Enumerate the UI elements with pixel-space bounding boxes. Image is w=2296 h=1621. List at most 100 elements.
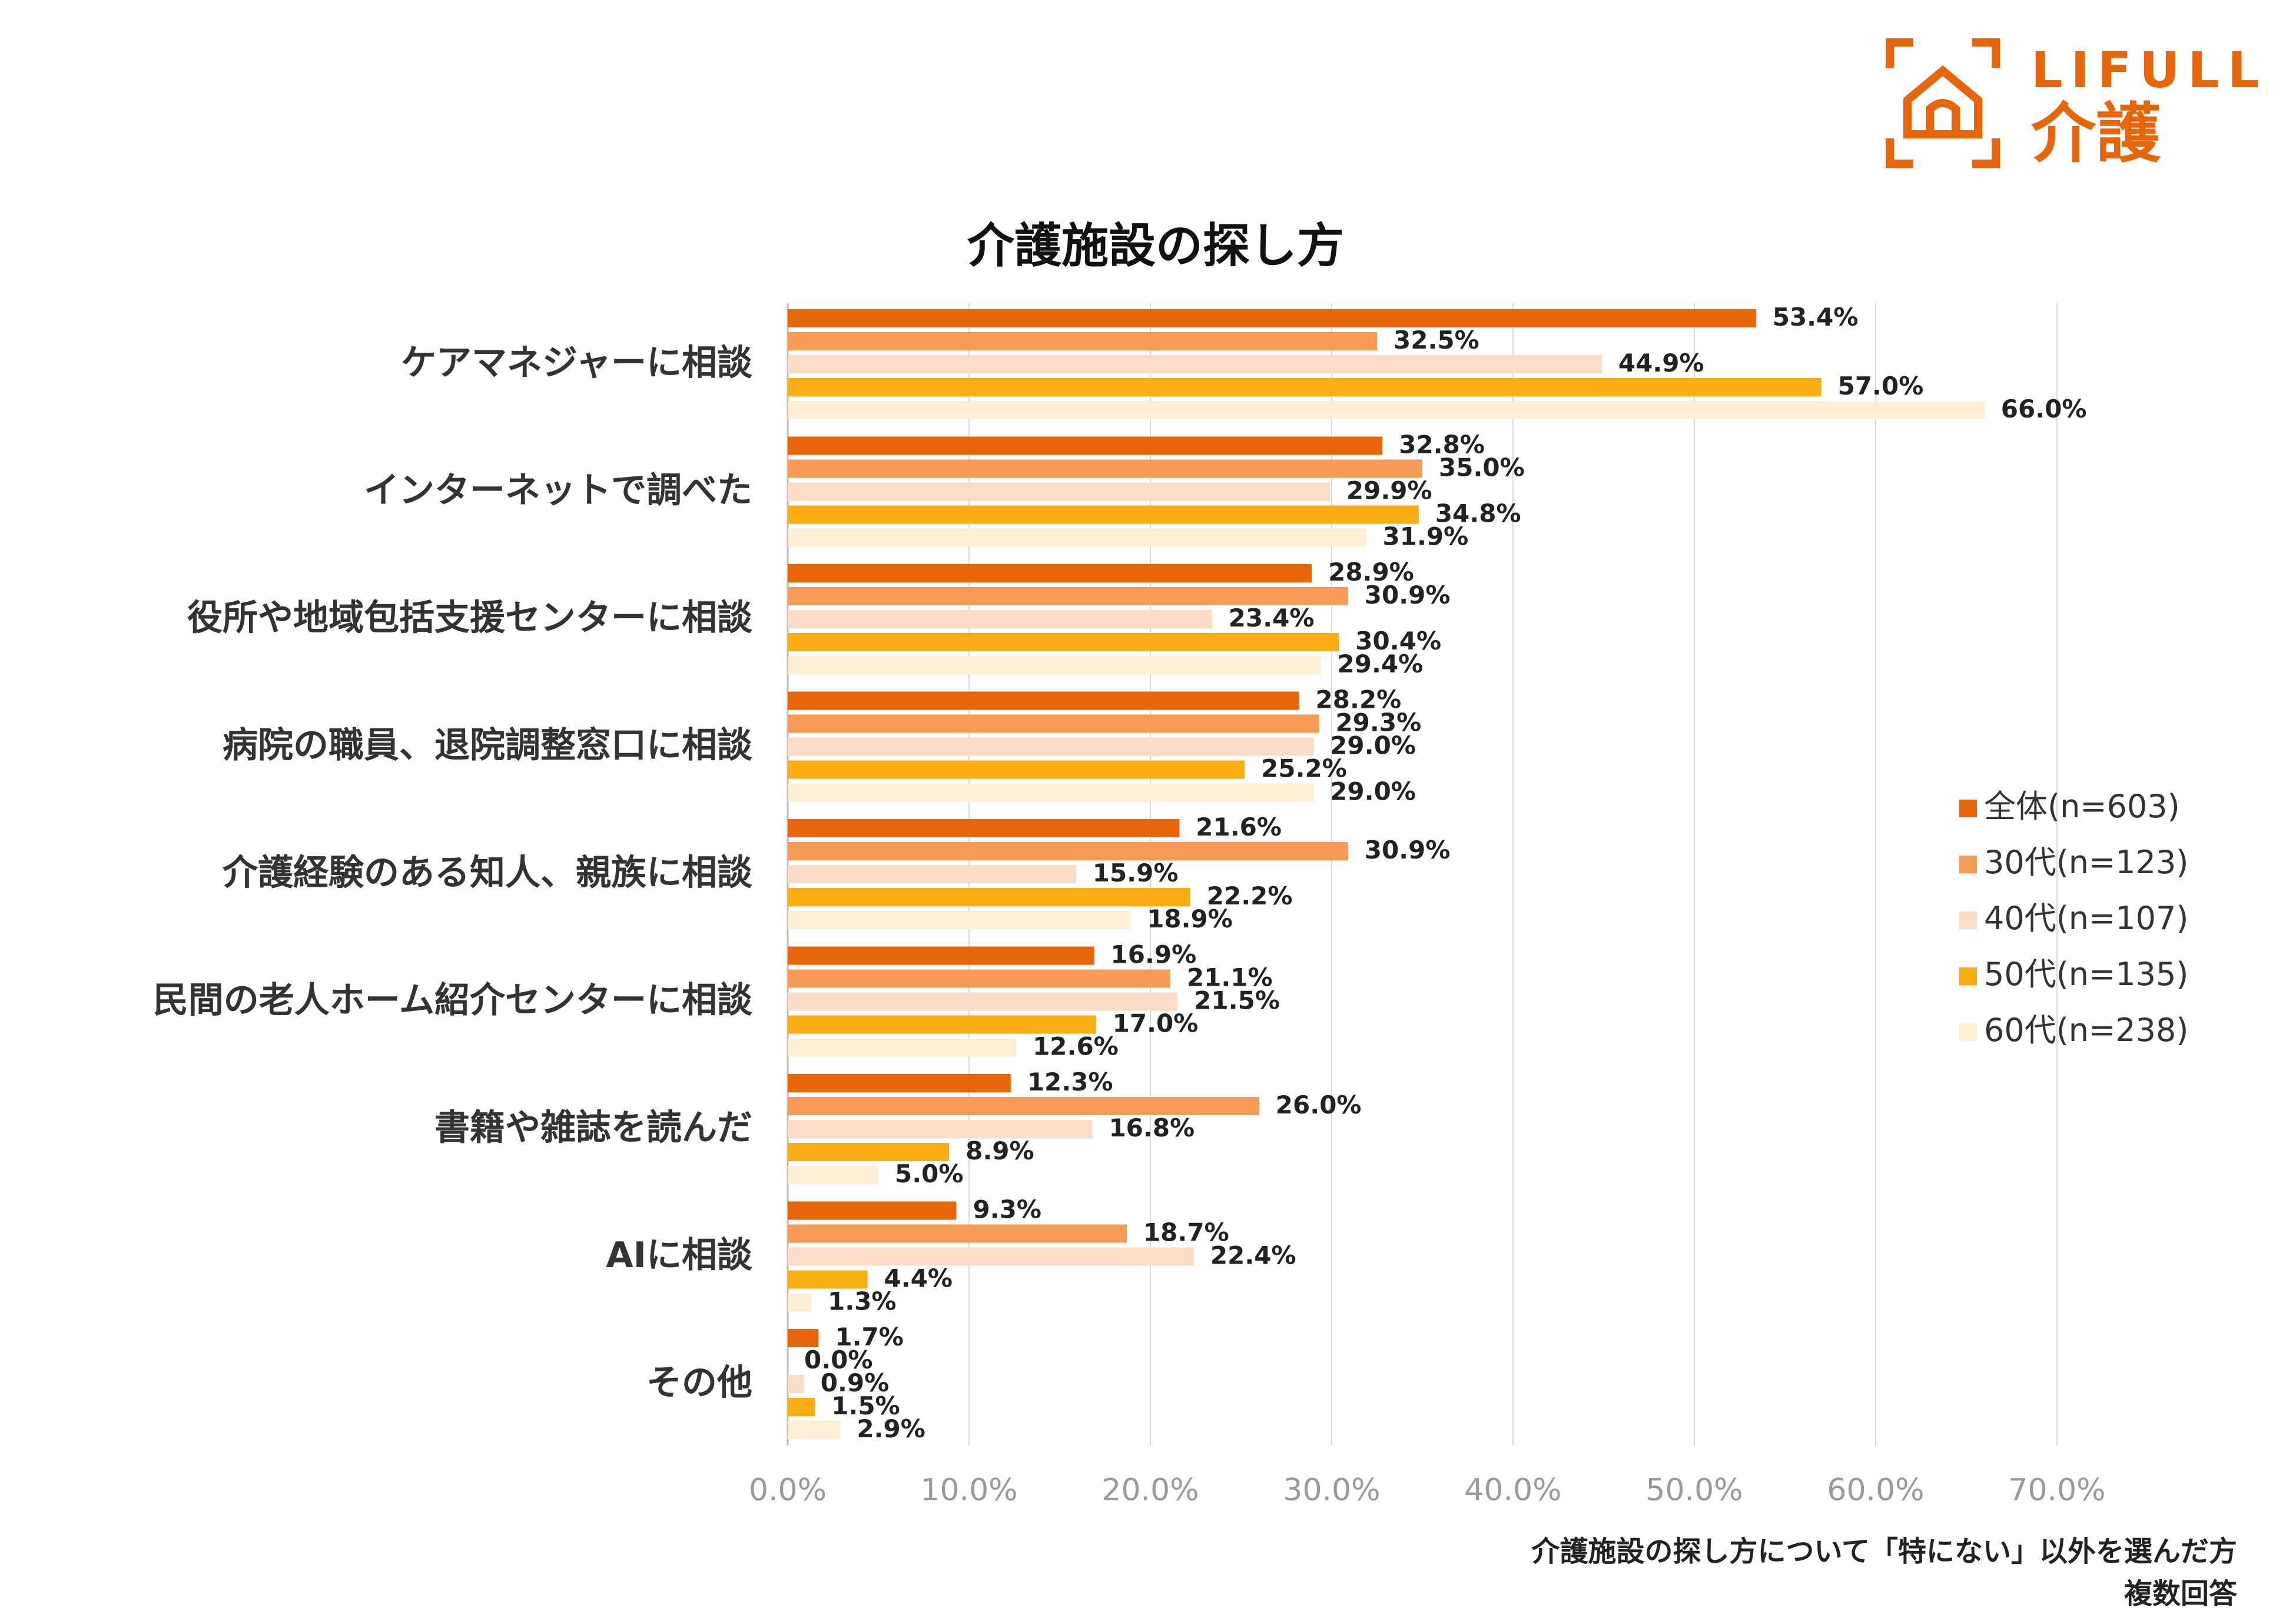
x-tick-label: 40.0%	[1464, 1473, 1561, 1508]
bar	[788, 691, 1299, 710]
data-label: 26.0%	[1276, 1090, 1362, 1119]
logo-service: 介護	[2031, 96, 2161, 171]
lifull-kaigo-logo: LIFULL 介護	[1886, 38, 2267, 171]
data-label: 1.5%	[831, 1391, 900, 1420]
data-label: 32.8%	[1399, 430, 1485, 459]
data-label: 15.9%	[1093, 858, 1179, 887]
x-tick-label: 0.0%	[749, 1473, 827, 1508]
bar	[788, 1270, 868, 1289]
data-label: 28.2%	[1316, 685, 1402, 714]
bar	[788, 1293, 812, 1312]
data-label: 18.9%	[1147, 904, 1233, 933]
bar	[788, 459, 1422, 478]
category-label: 役所や地域包括支援センターに相談	[187, 598, 752, 639]
bar	[788, 610, 1212, 628]
bar	[788, 482, 1330, 501]
category-label: 民間の老人ホーム紹介センターに相談	[153, 980, 752, 1021]
bar	[788, 528, 1366, 547]
x-tick-label: 20.0%	[1101, 1473, 1199, 1508]
data-label: 66.0%	[2001, 395, 2087, 423]
bar	[788, 355, 1602, 373]
data-label: 18.7%	[1143, 1218, 1229, 1247]
legend-swatch	[1959, 856, 1977, 873]
data-label: 34.8%	[1435, 499, 1521, 528]
data-label: 5.0%	[895, 1159, 963, 1188]
bar	[788, 436, 1383, 455]
data-label: 22.4%	[1210, 1241, 1296, 1270]
data-label: 16.9%	[1111, 940, 1197, 969]
data-label: 31.9%	[1383, 522, 1469, 551]
category-label: その他	[646, 1363, 752, 1404]
bar	[788, 1143, 950, 1161]
x-tick-label: 50.0%	[1645, 1473, 1743, 1508]
data-label: 16.8%	[1109, 1113, 1195, 1142]
data-label: 12.6%	[1033, 1032, 1119, 1061]
data-label: 30.9%	[1365, 836, 1451, 864]
logo-brand: LIFULL	[2031, 41, 2267, 99]
legend-swatch	[1959, 911, 1977, 929]
data-label: 25.2%	[1261, 754, 1347, 783]
data-label: 21.1%	[1187, 963, 1273, 992]
bar	[788, 656, 1321, 674]
footnote-multiple-answer: 複数回答	[2124, 1577, 2237, 1610]
bar	[788, 1224, 1127, 1243]
data-label: 2.9%	[857, 1414, 925, 1443]
x-tick-label: 60.0%	[1827, 1473, 1924, 1508]
legend-label: 50代(n=135)	[1984, 956, 2188, 993]
data-label: 1.3%	[828, 1287, 896, 1316]
bar	[788, 1201, 957, 1220]
bar	[788, 1329, 819, 1347]
x-tick-label: 70.0%	[2008, 1473, 2105, 1508]
category-label: 介護経験のある知人、親族に相談	[223, 853, 752, 894]
bar	[788, 714, 1319, 733]
data-label: 21.6%	[1196, 813, 1282, 841]
category-label: AIに相談	[606, 1235, 752, 1276]
data-label: 44.9%	[1618, 349, 1704, 377]
bar	[788, 760, 1245, 779]
legend-label: 40代(n=107)	[1984, 900, 2188, 937]
bar	[788, 992, 1178, 1011]
x-tick-label: 10.0%	[920, 1473, 1017, 1508]
data-label: 53.4%	[1773, 303, 1859, 332]
bar	[788, 783, 1314, 802]
bar	[788, 564, 1312, 582]
bar	[788, 888, 1190, 906]
bar	[788, 401, 1985, 419]
data-label: 57.0%	[1838, 372, 1924, 400]
bar	[788, 969, 1170, 988]
bar	[788, 1421, 841, 1439]
legend-label: 60代(n=238)	[1984, 1012, 2188, 1049]
data-label: 17.0%	[1113, 1009, 1199, 1038]
data-label: 29.4%	[1338, 649, 1424, 678]
category-label: インターネットで調べた	[364, 470, 752, 511]
bar	[788, 309, 1756, 327]
legend-label: 30代(n=123)	[1984, 844, 2188, 881]
bar	[788, 1097, 1259, 1115]
data-label: 29.0%	[1330, 777, 1416, 806]
data-label: 32.5%	[1393, 326, 1479, 354]
bar	[788, 1398, 815, 1416]
data-label: 1.7%	[835, 1322, 903, 1351]
data-label: 28.9%	[1328, 558, 1414, 586]
chart-title: 介護施設の探し方	[967, 218, 1344, 273]
bar	[788, 1038, 1017, 1057]
bar	[788, 946, 1094, 965]
data-label: 8.9%	[965, 1136, 1034, 1165]
legend-swatch	[1959, 1023, 1977, 1041]
data-label: 29.0%	[1330, 731, 1416, 760]
bar	[788, 1247, 1194, 1266]
data-label: 12.3%	[1027, 1068, 1113, 1096]
category-label: 書籍や雑誌を読んだ	[434, 1108, 752, 1149]
bar	[788, 1074, 1011, 1092]
category-label: 病院の職員、退院調整窓口に相談	[223, 725, 752, 766]
bar	[788, 378, 1821, 396]
x-tick-label: 30.0%	[1283, 1473, 1380, 1508]
data-label: 29.9%	[1346, 476, 1432, 505]
bar	[788, 1120, 1093, 1138]
legend-swatch	[1959, 967, 1977, 985]
data-label: 30.4%	[1355, 626, 1441, 655]
data-label: 29.3%	[1335, 708, 1421, 737]
bar	[788, 1015, 1096, 1034]
bar	[788, 865, 1076, 883]
